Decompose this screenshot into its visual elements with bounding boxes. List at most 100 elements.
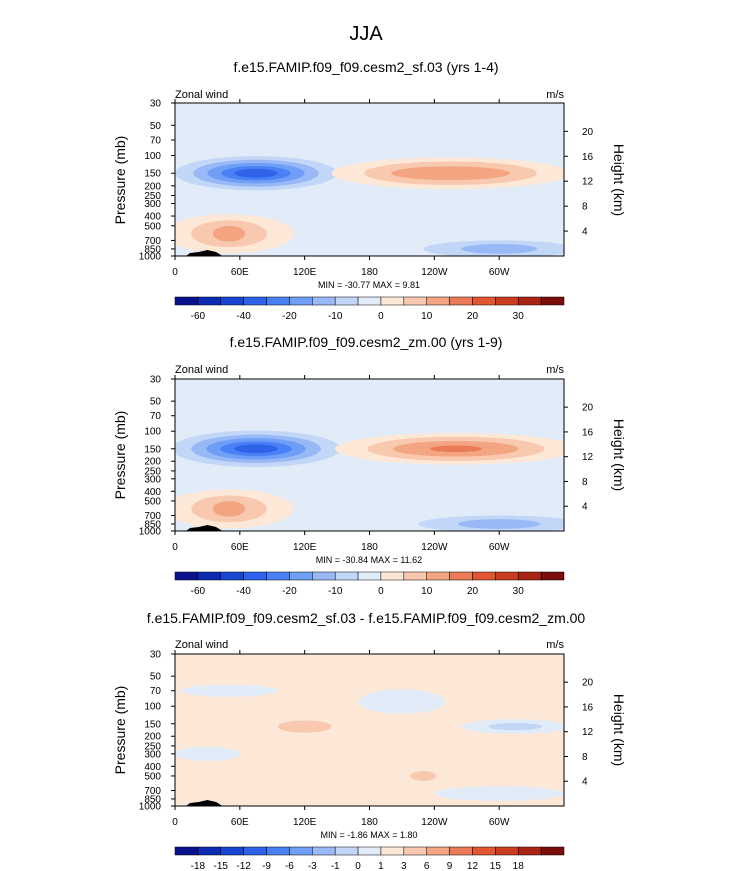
panel-2-x-ticks: 0 60E 120E 180 120W 60W [172, 375, 510, 553]
panel-1-y-tick-label: 250 [144, 191, 161, 202]
panel-2-colorbar-box [243, 571, 267, 581]
panel-2-y-right-tick-label: 12 [582, 452, 594, 463]
panel-3-y-tick-label: 850 [144, 794, 161, 805]
panel-3-colorbar: -18 -15 -12 -9 -6 -3 -1 0 1 3 6 9 12 15 18 [174, 846, 565, 871]
panel-3-colorbar-label: -12 [236, 861, 251, 871]
panel-1-y-tick-label: 100 [144, 151, 161, 162]
panel-1-colorbar-label: -20 [282, 311, 297, 322]
panel-2-colorbar-label: -10 [328, 586, 343, 597]
panel-3-colorbar-box [334, 846, 359, 856]
panel-3-variable-label: Zonal wind [175, 639, 228, 651]
panel-2-x-tick-label: 0 [172, 542, 178, 553]
panel-1-x-tick-label: 180 [361, 267, 378, 278]
panel-1-colorbar-box [426, 296, 450, 306]
panel-3-colorbar-label: 1 [378, 861, 384, 871]
panel-1-variable-label: Zonal wind [175, 89, 228, 101]
panel-3-y-right-tick-label: 4 [582, 777, 588, 788]
panel-1-x-tick-label: 120E [293, 267, 317, 278]
panel-2-y-tick-label: 500 [144, 496, 161, 507]
panel-2-y-tick-label: 50 [150, 397, 162, 408]
panel-2-colorbar-label: -20 [282, 586, 297, 597]
panel-2-stats: MIN = -30.84 MAX = 11.62 [316, 555, 422, 565]
panel-3-y-tick-label: 250 [144, 741, 161, 752]
panel-3-colorbar-label: -6 [285, 861, 294, 871]
panel-3-colorbar-label: 15 [490, 861, 502, 871]
panel-2-y-tick-label: 150 [144, 444, 161, 455]
panel-2-colorbar-box [266, 571, 290, 581]
panel-1-y-right-tick-label: 4 [582, 227, 588, 238]
panel-2-colorbar-label: 30 [513, 586, 525, 597]
panel-1-x-ticks: 0 60E 120E 180 120W 60W [172, 99, 510, 278]
panel-1-y-tick-label: 700 [144, 236, 161, 247]
panel-2-y-right-tick-label: 20 [582, 403, 594, 414]
panel-3-title: f.e15.FAMIP.f09_f09.cesm2_sf.03 - f.e15.… [147, 610, 586, 626]
panel-2-title: f.e15.FAMIP.f09_f09.cesm2_zm.00 (yrs 1-9… [230, 334, 503, 350]
panel-2-y-tick-label: 70 [150, 411, 162, 422]
panel-2-contour-trade-easterlies-1 [458, 519, 541, 529]
panel-3-x-ticks: 0 60E 120E 180 120W 60W [172, 650, 510, 828]
panel-1-y-tick-label: 30 [150, 99, 162, 110]
panel-3-colorbar-box [495, 846, 519, 856]
panel-3-colorbar-label: 9 [447, 861, 453, 871]
panel-1-y-tick-label: 400 [144, 212, 161, 223]
panel-1-colorbar-box [243, 296, 267, 306]
panel-3-y-tick-label: 70 [150, 686, 162, 697]
panel-1-y-ticks-right: 20 16 12 8 4 [564, 127, 594, 238]
panel-3-colorbar-label: 6 [424, 861, 430, 871]
panel-2-colorbar-box [540, 571, 565, 581]
panel-3: f.e15.FAMIP.f09_f09.cesm2_sf.03 - f.e15.… [112, 610, 627, 871]
panel-3-y-tick-label: 100 [144, 702, 161, 713]
panel-3-colorbar-box [449, 846, 473, 856]
panel-3-contour-low-right-negative-0 [434, 786, 564, 801]
panel-3-colorbar-box [380, 846, 405, 856]
panel-3-y-ticks-right: 20 16 12 8 4 [564, 678, 594, 788]
panel-1-colorbar-label: -40 [236, 311, 251, 322]
panel-1-colorbar-box [266, 296, 290, 306]
panel-1-y-axis-label-right: Height (km) [611, 144, 627, 216]
panel-2-colorbar-box [334, 571, 359, 581]
panel-1-colorbar-box [495, 296, 519, 306]
panel-2-y-tick-label: 200 [144, 457, 161, 468]
panel-1-colorbar-label: 20 [467, 311, 479, 322]
panel-3-field [175, 654, 564, 806]
panel-2-colorbar-label: -40 [236, 586, 251, 597]
panel-2-x-tick-label: 60W [489, 542, 510, 553]
panel-1-colorbar-box [472, 296, 496, 306]
panel-3-x-tick-label: 0 [172, 817, 178, 828]
panel-2-variable-label: Zonal wind [175, 364, 228, 376]
panel-1-contour-trade-easterlies-1 [461, 244, 537, 254]
panel-1-contour-sh-jet-4 [234, 168, 278, 178]
panel-3-topography [185, 800, 223, 806]
panel-2-contour-upper-easterlies-pacific-3 [430, 445, 482, 453]
panel-1-units-label: m/s [546, 89, 564, 101]
panel-3-colorbar-label: -9 [262, 861, 271, 871]
panel-3-colorbar-box [243, 846, 267, 856]
panel-1-y-tick-label: 50 [150, 121, 162, 132]
panel-3-colorbar-label: -18 [191, 861, 206, 871]
panel-2-x-tick-label: 60E [231, 542, 249, 553]
panel-3-colorbar-label: -15 [214, 861, 229, 871]
panel-1-colorbar-label: 0 [378, 311, 384, 322]
panel-3-contour-low-left-negative-0 [175, 746, 240, 762]
panel-2-colorbar-box [495, 571, 519, 581]
panel-3-colorbar-box [266, 846, 290, 856]
panel-1: f.e15.FAMIP.f09_f09.cesm2_sf.03 (yrs 1-4… [112, 59, 627, 322]
panel-3-contour-upper-left-negative-0 [180, 684, 278, 697]
panel-1-colorbar-box [540, 296, 565, 306]
panel-2-colorbar-box [517, 571, 542, 581]
panel-2-colorbar-box [357, 571, 382, 581]
panel-3-colorbar-box [357, 846, 382, 856]
panel-3-y-tick-label: 30 [150, 650, 162, 661]
panel-2-colorbar-box [197, 571, 222, 581]
panel-1-y-tick-label: 500 [144, 221, 161, 232]
panel-2-colorbar-box [289, 571, 313, 581]
panel-2-colorbar-box [174, 571, 199, 581]
panel-1-y-right-tick-label: 16 [582, 152, 594, 163]
panel-2-y-tick-label: 100 [144, 427, 161, 438]
panel-2-y-right-tick-label: 4 [582, 502, 588, 513]
panel-1-y-tick-label: 70 [150, 135, 162, 146]
panel-1-colorbar-label: -60 [191, 311, 206, 322]
panel-3-y-right-tick-label: 12 [582, 727, 594, 738]
